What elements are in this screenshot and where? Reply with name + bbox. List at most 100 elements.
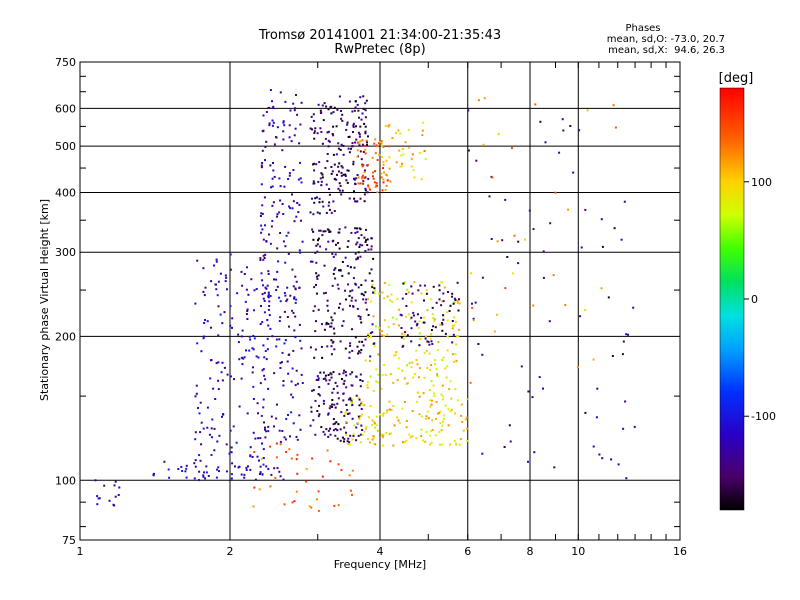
data-point bbox=[350, 399, 353, 402]
data-point bbox=[293, 109, 296, 112]
data-point bbox=[425, 335, 427, 338]
data-point bbox=[418, 152, 421, 154]
data-point bbox=[351, 417, 354, 420]
data-point bbox=[262, 463, 265, 466]
data-point bbox=[266, 348, 269, 351]
data-point bbox=[317, 377, 320, 380]
data-point bbox=[271, 106, 274, 109]
data-point bbox=[312, 213, 315, 216]
data-point bbox=[339, 184, 342, 187]
data-point bbox=[322, 371, 325, 374]
data-point bbox=[184, 470, 187, 473]
data-point bbox=[359, 140, 362, 143]
data-point bbox=[284, 438, 287, 441]
data-point bbox=[369, 375, 372, 378]
data-point bbox=[390, 409, 393, 411]
data-point bbox=[231, 326, 233, 329]
data-point bbox=[347, 283, 350, 286]
data-point bbox=[376, 145, 379, 148]
data-point bbox=[217, 466, 220, 469]
data-point bbox=[316, 410, 319, 412]
data-point bbox=[314, 251, 317, 254]
data-point bbox=[195, 392, 198, 395]
data-point bbox=[378, 326, 381, 329]
data-point bbox=[347, 169, 350, 172]
data-point bbox=[243, 273, 246, 275]
data-point bbox=[337, 187, 340, 190]
data-point bbox=[360, 118, 363, 121]
data-point bbox=[348, 197, 351, 200]
y-tick-label: 500 bbox=[55, 140, 76, 153]
data-point bbox=[416, 313, 419, 316]
data-point bbox=[436, 373, 438, 376]
data-point bbox=[439, 323, 442, 326]
data-point bbox=[325, 379, 328, 382]
data-point bbox=[346, 409, 349, 411]
data-point bbox=[245, 313, 248, 315]
data-point bbox=[542, 276, 545, 279]
data-point bbox=[441, 322, 443, 324]
data-point bbox=[360, 403, 363, 406]
data-point bbox=[326, 153, 329, 155]
data-point bbox=[223, 311, 226, 314]
data-point bbox=[332, 200, 335, 203]
data-point bbox=[332, 423, 335, 426]
data-point bbox=[340, 174, 343, 177]
data-point bbox=[412, 169, 415, 172]
data-point bbox=[372, 257, 375, 260]
data-point bbox=[592, 445, 595, 448]
data-point bbox=[449, 443, 452, 446]
data-point bbox=[346, 181, 349, 184]
data-point bbox=[287, 178, 290, 180]
data-point bbox=[456, 399, 459, 402]
data-point bbox=[267, 430, 270, 433]
data-point bbox=[199, 401, 202, 404]
data-point bbox=[282, 138, 285, 141]
data-point bbox=[452, 333, 455, 336]
data-point bbox=[356, 345, 359, 348]
data-point bbox=[387, 145, 390, 148]
data-point bbox=[351, 349, 354, 352]
data-point bbox=[249, 455, 252, 458]
data-point bbox=[271, 204, 274, 207]
data-point bbox=[224, 274, 227, 277]
colorbar-tick-label: 100 bbox=[751, 176, 772, 189]
data-point bbox=[284, 261, 287, 264]
data-point bbox=[322, 205, 325, 208]
data-point bbox=[211, 418, 214, 421]
data-point bbox=[225, 276, 228, 279]
data-point bbox=[348, 294, 351, 297]
data-point bbox=[198, 412, 201, 415]
data-point bbox=[343, 369, 346, 372]
data-point bbox=[562, 129, 565, 132]
data-point bbox=[406, 334, 409, 337]
data-point bbox=[264, 350, 267, 352]
data-point bbox=[506, 256, 509, 258]
data-point bbox=[336, 391, 339, 394]
data-point bbox=[385, 159, 388, 162]
data-point bbox=[371, 331, 374, 334]
data-point bbox=[260, 272, 263, 275]
data-point bbox=[361, 112, 364, 115]
data-point bbox=[238, 465, 241, 468]
data-point bbox=[352, 124, 355, 127]
data-point bbox=[342, 173, 345, 176]
data-point bbox=[448, 388, 450, 391]
data-point bbox=[334, 253, 337, 256]
data-point bbox=[298, 286, 301, 289]
data-point bbox=[333, 332, 336, 335]
data-point bbox=[458, 328, 460, 331]
data-point bbox=[213, 264, 215, 267]
data-point bbox=[235, 441, 238, 444]
data-point bbox=[325, 105, 328, 108]
data-point bbox=[225, 443, 228, 446]
data-point bbox=[554, 191, 557, 194]
data-point bbox=[325, 323, 328, 326]
data-point bbox=[355, 394, 358, 397]
y-axis-label: Stationary phase Virtual Height [km] bbox=[38, 199, 51, 401]
data-point bbox=[329, 325, 331, 328]
data-point bbox=[417, 326, 420, 329]
data-point bbox=[382, 146, 385, 149]
data-point bbox=[291, 268, 294, 271]
data-point bbox=[342, 399, 345, 402]
